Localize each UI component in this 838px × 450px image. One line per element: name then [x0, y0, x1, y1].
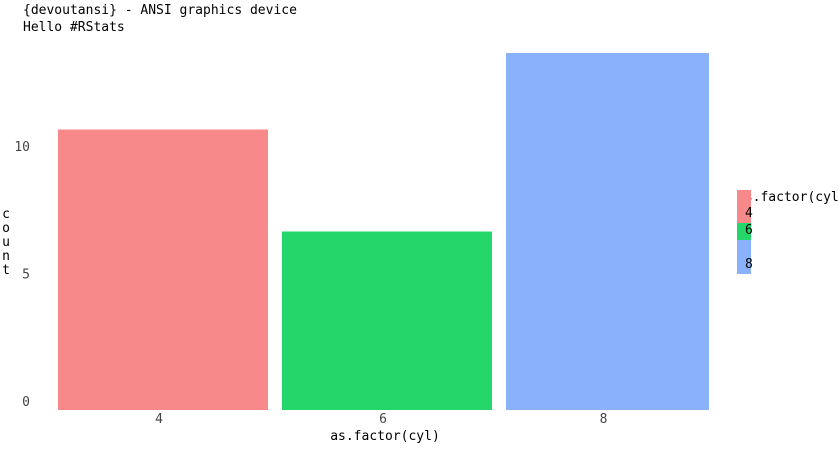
legend-label-6: 6 — [745, 223, 753, 238]
y-tick-label-5: 5 — [22, 268, 30, 283]
legend-label-4: 4 — [745, 206, 753, 221]
legend-key-4 — [737, 190, 751, 223]
y-tick-label-0: 0 — [22, 395, 30, 410]
y-tick-label-10: 10 — [14, 140, 30, 155]
x-axis-title: as.factor(cyl) — [330, 429, 440, 444]
bar-4 — [58, 129, 268, 410]
legend-key-8 — [737, 240, 751, 274]
chart-title: {devoutansi} - ANSI graphics device — [23, 3, 297, 18]
legend-key-6 — [737, 223, 751, 240]
x-tick-label-8: 8 — [600, 412, 608, 427]
legend-title: as.factor(cyl) — [737, 190, 838, 205]
legend-label-8: 8 — [745, 257, 753, 272]
x-tick-label-4: 4 — [155, 412, 163, 427]
bar-8 — [506, 53, 709, 410]
x-tick-label-6: 6 — [379, 412, 387, 427]
bar-6 — [282, 231, 492, 410]
chart-subtitle: Hello #RStats — [23, 20, 125, 35]
